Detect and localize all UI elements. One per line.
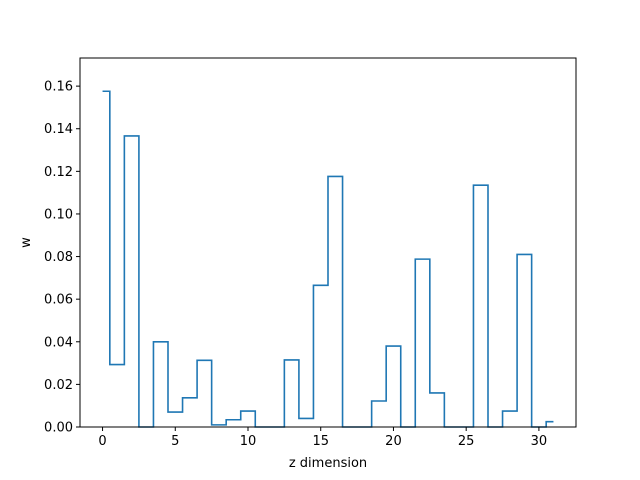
series-layer	[102, 90, 554, 428]
x-tick-label: 10	[240, 434, 257, 449]
y-tick-label: 0.12	[44, 165, 73, 180]
step-series-line	[102, 90, 554, 428]
x-tick-label: 15	[312, 434, 329, 449]
x-ticks: 0 5 10 15 20 25 30	[98, 427, 547, 449]
y-ticks: 0.00 0.02 0.04 0.06 0.08 0.10 0.12 0.14 0.16	[44, 80, 80, 436]
y-tick-label: 0.02	[44, 378, 73, 393]
x-tick-label: 30	[531, 434, 548, 449]
y-tick-label: 0.06	[44, 293, 73, 308]
x-axis-label: z dimension	[289, 456, 367, 471]
x-tick-label: 5	[171, 434, 179, 449]
x-tick-label: 25	[458, 434, 475, 449]
y-tick-label: 0.08	[44, 250, 73, 265]
y-tick-label: 0.00	[44, 421, 73, 436]
x-tick-label: 20	[385, 434, 402, 449]
x-tick-label: 0	[98, 434, 106, 449]
y-tick-label: 0.04	[44, 335, 73, 350]
y-axis-label: w	[19, 237, 34, 248]
y-tick-label: 0.10	[44, 207, 73, 222]
y-tick-label: 0.16	[44, 80, 73, 95]
axes-frame	[79, 57, 577, 428]
y-tick-label: 0.14	[44, 122, 73, 137]
